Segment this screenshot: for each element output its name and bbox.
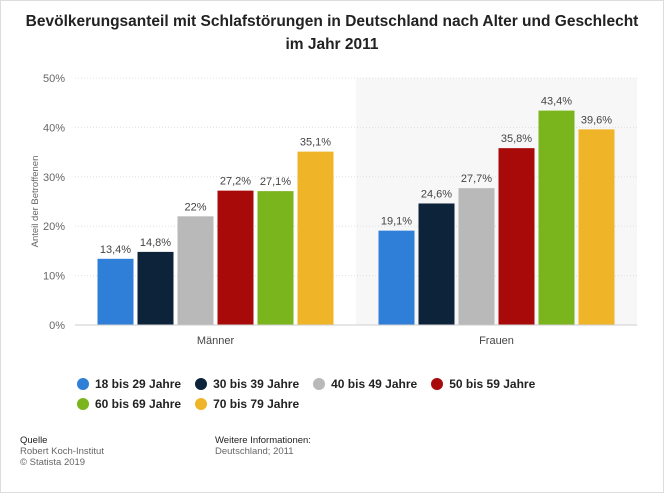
data-label: 22% [184,201,206,213]
legend-item[interactable]: 40 bis 49 Jahre [313,374,417,394]
data-label: 35,8% [501,133,532,145]
legend-marker [77,398,89,410]
legend-label: 40 bis 49 Jahre [331,377,418,391]
x-tick-label: Frauen [479,335,514,347]
bar [418,203,455,325]
info-text: Deutschland; 2011 [215,446,294,457]
bar [137,251,174,325]
y-axis-title: Anteil der Betroffenen [30,156,41,248]
legend-item[interactable]: 18 bis 29 Jahre [77,374,181,394]
legend-marker [77,378,89,390]
legend-marker [195,378,208,390]
y-tick-label: 30% [43,172,65,184]
data-label: 27,1% [260,176,291,188]
data-label: 14,8% [140,237,171,249]
data-label: 19,1% [381,216,412,228]
bar [97,258,134,325]
legend-label: 60 bis 69 Jahre [95,397,182,411]
copyright[interactable]: © Statista 2019 [20,457,86,468]
legend-item[interactable]: 50 bis 59 Jahre [431,374,535,394]
bar [378,230,415,325]
source-block: Quelle Robert Koch-Institut © Statista 2… [20,435,104,468]
legend-marker [195,398,208,410]
bar [578,129,615,325]
legend-item[interactable]: 70 bis 79 Jahre [195,394,299,414]
data-label: 24,6% [421,188,452,200]
y-tick-label: 50% [43,73,65,85]
y-tick-label: 10% [43,271,65,283]
legend-marker [431,378,444,390]
bar [458,188,495,325]
bar [217,190,254,325]
chart-legend: 18 bis 29 Jahre 30 bis 39 Jahre 40 bis 49 … [77,374,637,414]
info-block: Weitere Informationen: Deutschland; 2011 [215,435,311,457]
legend-marker [313,378,326,390]
legend-label: 70 bis 79 Jahre [213,397,300,411]
y-tick-label: 20% [43,221,65,233]
bar [538,110,575,325]
data-label: 27,2% [220,176,251,188]
source-heading: Quelle [20,435,48,446]
data-label: 27,7% [461,173,492,185]
legend-label: 50 bis 59 Jahre [449,377,536,391]
legend-label: 18 bis 29 Jahre [95,377,182,391]
x-tick-label: Männer [197,335,235,347]
chart-title: Bevölkerungsanteil mit Schlafstörungen i… [25,13,639,53]
legend-item[interactable]: 60 bis 69 Jahre [77,394,181,414]
data-label: 39,6% [581,114,612,126]
source-name[interactable]: Robert Koch-Institut [20,446,104,457]
bar [177,216,214,325]
y-tick-label: 0% [49,320,65,332]
legend-label: 30 bis 39 Jahre [213,377,300,391]
data-label: 13,4% [100,244,131,256]
data-label: 43,4% [541,96,572,108]
bar [297,151,334,325]
info-heading[interactable]: Weitere Informationen: [215,435,311,446]
bar [257,191,294,325]
data-label: 35,1% [300,137,331,149]
bar [498,148,535,325]
legend-item[interactable]: 30 bis 39 Jahre [195,374,299,394]
y-tick-label: 40% [43,122,65,134]
